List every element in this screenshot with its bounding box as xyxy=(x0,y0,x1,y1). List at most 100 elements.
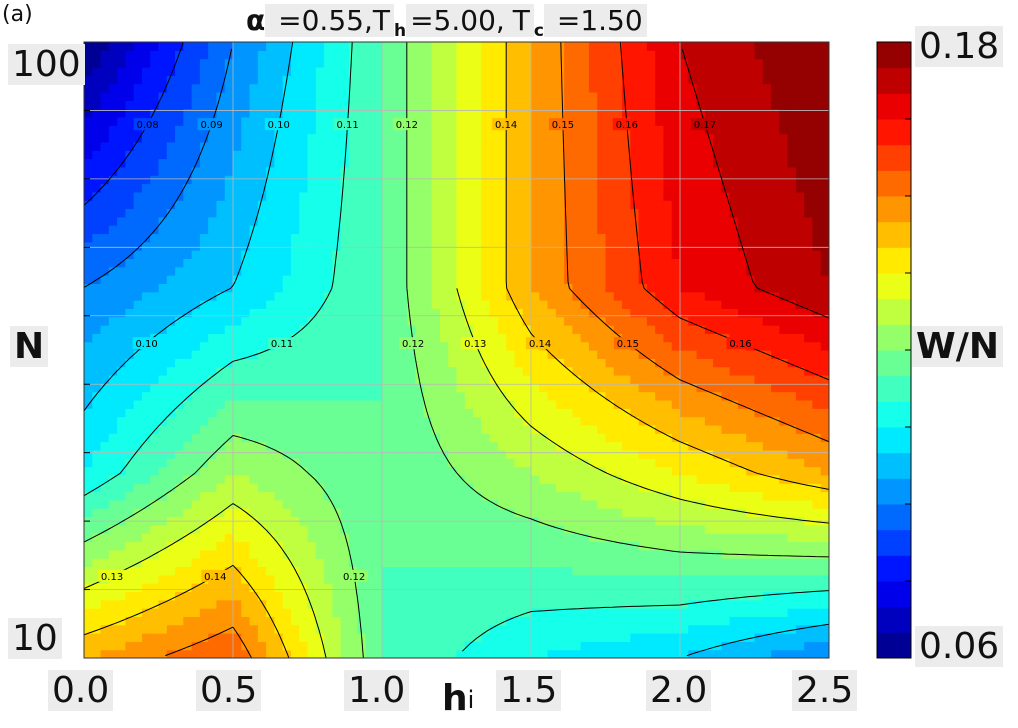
heatmap-cell xyxy=(382,449,391,459)
heatmap-cell xyxy=(92,608,102,617)
heatmap-cell xyxy=(787,624,797,634)
heatmap-cell xyxy=(233,583,242,592)
heatmap-cell xyxy=(630,449,640,459)
heatmap-cell xyxy=(448,408,458,418)
heatmap-cell xyxy=(257,616,267,626)
heatmap-cell xyxy=(340,524,350,534)
heatmap-cell xyxy=(216,275,226,284)
heatmap-cell xyxy=(456,466,466,476)
heatmap-cell xyxy=(812,325,822,334)
heatmap-cell xyxy=(696,608,706,617)
heatmap-cell xyxy=(779,566,789,576)
heatmap-cell xyxy=(448,291,458,301)
heatmap-cell xyxy=(199,258,209,268)
heatmap-cell xyxy=(398,383,408,393)
heatmap-cell xyxy=(704,624,714,634)
heatmap-cell xyxy=(522,499,532,509)
heatmap-cell xyxy=(779,583,789,592)
heatmap-cell xyxy=(522,216,532,226)
heatmap-cell xyxy=(704,591,714,601)
heatmap-cell xyxy=(489,591,499,601)
heatmap-cell xyxy=(340,458,350,468)
heatmap-cell xyxy=(804,466,814,476)
heatmap-cell xyxy=(671,291,681,301)
heatmap-cell xyxy=(464,200,474,210)
heatmap-cell xyxy=(348,416,358,426)
heatmap-cell xyxy=(117,391,126,401)
heatmap-cell xyxy=(191,574,201,584)
heatmap-cell xyxy=(390,408,400,418)
heatmap-cell xyxy=(605,416,615,426)
heatmap-cell xyxy=(150,283,160,293)
heatmap-cell xyxy=(390,391,400,401)
heatmap-cell xyxy=(597,533,607,543)
heatmap-cell xyxy=(754,383,764,393)
heatmap-cell xyxy=(588,416,598,426)
heatmap-cell xyxy=(233,316,242,326)
heatmap-cell xyxy=(382,266,391,276)
heatmap-cell xyxy=(787,649,797,658)
heatmap-cell xyxy=(241,408,251,418)
heatmap-cell xyxy=(282,283,292,293)
heatmap-cell xyxy=(357,416,367,426)
heatmap-cell xyxy=(183,458,193,468)
heatmap-cell xyxy=(423,225,433,235)
heatmap-cell xyxy=(166,583,176,592)
heatmap-cell xyxy=(820,483,829,493)
heatmap-cell xyxy=(158,649,168,658)
heatmap-cell xyxy=(183,483,193,493)
heatmap-cell xyxy=(497,441,507,451)
heatmap-cell xyxy=(274,541,284,551)
heatmap-cell xyxy=(340,358,350,368)
heatmap-cell xyxy=(282,258,292,268)
heatmap-cell xyxy=(125,633,135,642)
heatmap-cell xyxy=(779,374,789,384)
heatmap-cell xyxy=(315,466,325,476)
heatmap-cell xyxy=(431,366,441,376)
heatmap-cell xyxy=(365,333,375,343)
heatmap-cell xyxy=(531,541,540,551)
heatmap-cell xyxy=(762,208,772,218)
heatmap-cell xyxy=(804,333,814,343)
heatmap-cell xyxy=(216,399,226,409)
heatmap-cell xyxy=(655,275,665,284)
heatmap-cell xyxy=(464,225,474,235)
heatmap-cell xyxy=(133,366,143,376)
heatmap-cell xyxy=(680,499,689,509)
heatmap-cell xyxy=(439,291,449,301)
heatmap-cell xyxy=(588,591,598,601)
heatmap-cell xyxy=(84,383,93,393)
heatmap-cell xyxy=(415,524,424,534)
heatmap-cell xyxy=(630,291,640,301)
heatmap-cell xyxy=(713,491,722,501)
heatmap-cell xyxy=(506,316,516,326)
heatmap-cell xyxy=(274,258,284,268)
heatmap-cell xyxy=(771,599,780,609)
heatmap-cell xyxy=(431,583,441,592)
heatmap-cell xyxy=(771,333,780,343)
heatmap-cell xyxy=(497,275,507,284)
heatmap-cell xyxy=(274,366,284,376)
heatmap-cell xyxy=(605,558,615,568)
heatmap-cell xyxy=(580,641,590,651)
heatmap-cell xyxy=(646,508,656,518)
heatmap-cell xyxy=(680,591,689,601)
heatmap-cell xyxy=(473,466,482,476)
heatmap-cell xyxy=(646,225,656,235)
heatmap-cell xyxy=(241,300,251,309)
heatmap-cell xyxy=(307,549,317,559)
heatmap-cell xyxy=(506,408,516,418)
heatmap-cell xyxy=(141,458,151,468)
heatmap-cell xyxy=(564,491,573,501)
heatmap-cell xyxy=(84,374,93,384)
heatmap-cell xyxy=(514,599,524,609)
heatmap-cell xyxy=(605,491,615,501)
heatmap-cell xyxy=(804,483,814,493)
heatmap-cell xyxy=(175,633,184,642)
heatmap-cell xyxy=(406,624,416,634)
heatmap-cell xyxy=(158,449,168,459)
heatmap-cell xyxy=(547,374,557,384)
heatmap-cell xyxy=(266,474,275,484)
heatmap-cell xyxy=(415,616,424,626)
heatmap-cell xyxy=(224,458,234,468)
